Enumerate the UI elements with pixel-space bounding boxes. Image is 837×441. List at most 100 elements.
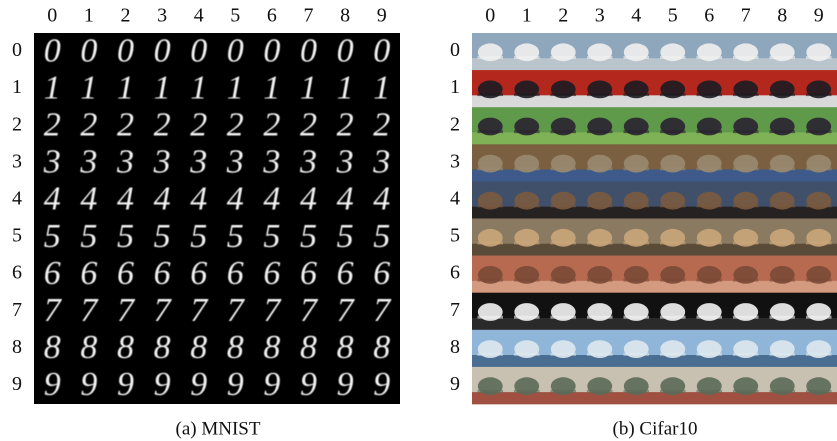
image-detail <box>769 56 795 59</box>
image-detail <box>660 390 686 393</box>
image-detail <box>660 204 686 207</box>
image-detail <box>769 353 795 356</box>
digit-sample: 3 <box>226 144 244 181</box>
column-label: 1 <box>522 5 532 27</box>
digit-sample: 1 <box>373 69 390 106</box>
image-detail <box>623 353 649 356</box>
image-detail <box>623 56 649 59</box>
image-detail <box>733 56 759 59</box>
image-detail <box>477 316 503 319</box>
digit-sample: 0 <box>263 32 280 69</box>
digit-sample: 7 <box>44 292 63 329</box>
row-label: 4 <box>12 188 22 210</box>
column-label: 5 <box>230 5 240 27</box>
digit-sample: 8 <box>263 329 280 366</box>
digit-sample: 5 <box>373 218 390 255</box>
image-detail <box>587 204 613 207</box>
image-detail <box>696 390 722 393</box>
digit-sample: 5 <box>80 218 97 255</box>
digit-sample: 5 <box>44 218 61 255</box>
image-detail <box>660 242 686 245</box>
row-label: 5 <box>450 225 460 247</box>
digit-sample: 7 <box>373 292 392 329</box>
digit-sample: 4 <box>300 181 317 218</box>
image-detail <box>514 390 540 393</box>
digit-sample: 2 <box>227 107 244 144</box>
image-detail <box>550 390 576 393</box>
digit-sample: 9 <box>300 366 317 403</box>
digit-sample: 1 <box>154 69 171 106</box>
digit-sample: 3 <box>116 144 134 181</box>
digit-sample: 2 <box>154 107 171 144</box>
image-detail <box>660 279 686 282</box>
digit-sample: 6 <box>80 255 97 292</box>
digit-sample: 9 <box>80 366 97 403</box>
image-detail <box>806 130 832 133</box>
image-detail <box>769 93 795 96</box>
row-label: 6 <box>12 262 22 284</box>
image-detail <box>550 204 576 207</box>
digit-sample: 9 <box>337 366 354 403</box>
digit-sample: 6 <box>227 255 244 292</box>
column-label: 2 <box>121 5 131 27</box>
digit-sample: 1 <box>190 69 207 106</box>
image-detail <box>696 242 722 245</box>
image-detail <box>550 56 576 59</box>
image-detail <box>769 316 795 319</box>
image-detail <box>806 279 832 282</box>
digit-sample: 0 <box>190 32 207 69</box>
digit-sample: 8 <box>154 329 171 366</box>
digit-sample: 6 <box>263 255 280 292</box>
image-detail <box>733 242 759 245</box>
image-detail <box>587 353 613 356</box>
digit-sample: 8 <box>190 329 207 366</box>
digit-sample: 1 <box>44 69 61 106</box>
column-label: 0 <box>47 5 57 27</box>
row-label: 0 <box>450 39 460 61</box>
image-detail <box>550 353 576 356</box>
image-detail <box>587 167 613 170</box>
image-detail <box>769 279 795 282</box>
digit-sample: 2 <box>337 107 354 144</box>
digit-sample: 4 <box>80 181 97 218</box>
digit-sample: 5 <box>154 218 171 255</box>
digit-sample: 9 <box>117 366 134 403</box>
column-label: 5 <box>668 5 678 27</box>
row-label: 9 <box>450 373 460 395</box>
column-label: 2 <box>558 5 568 27</box>
image-detail <box>660 167 686 170</box>
image-detail <box>696 93 722 96</box>
digit-sample: 9 <box>190 366 207 403</box>
digit-sample: 4 <box>117 181 134 218</box>
image-detail <box>587 56 613 59</box>
digit-sample: 7 <box>154 292 173 329</box>
column-label: 0 <box>485 5 495 27</box>
image-detail <box>587 242 613 245</box>
image-detail <box>550 279 576 282</box>
digit-sample: 6 <box>44 255 61 292</box>
image-detail <box>696 56 722 59</box>
image-detail <box>660 56 686 59</box>
image-detail <box>514 130 540 133</box>
digit-sample: 4 <box>190 181 207 218</box>
image-detail <box>514 167 540 170</box>
image-detail <box>587 93 613 96</box>
image-detail <box>477 130 503 133</box>
row-label: 3 <box>450 150 460 172</box>
image-detail <box>623 279 649 282</box>
image-detail <box>477 390 503 393</box>
digit-sample: 6 <box>190 255 207 292</box>
digit-sample: 0 <box>80 32 97 69</box>
figure: 0123456789000000000001111111111122222222… <box>0 0 837 441</box>
image-detail <box>623 130 649 133</box>
image-detail <box>514 242 540 245</box>
column-label: 3 <box>595 5 605 27</box>
digit-sample: 4 <box>337 181 354 218</box>
digit-sample: 2 <box>373 107 390 144</box>
row-label: 7 <box>450 299 460 321</box>
image-detail <box>806 56 832 59</box>
digit-sample: 8 <box>227 329 244 366</box>
digit-sample: 5 <box>300 218 317 255</box>
column-label: 6 <box>267 5 277 27</box>
digit-sample: 3 <box>153 144 171 181</box>
